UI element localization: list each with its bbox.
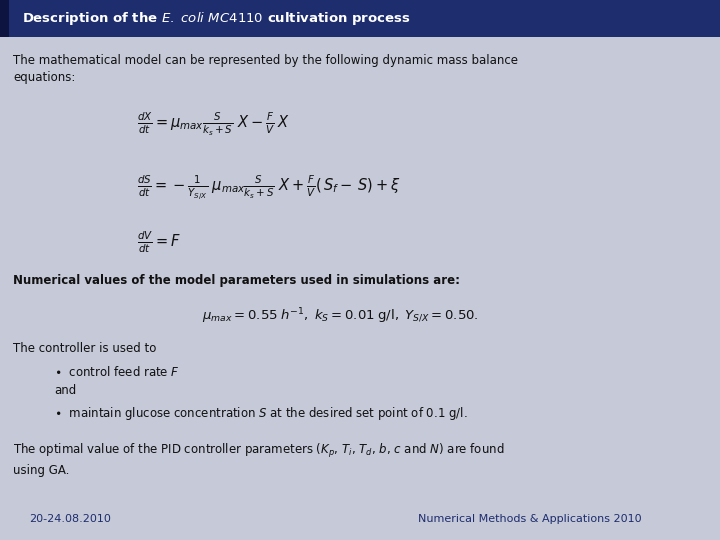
Text: and: and xyxy=(54,384,76,397)
Text: 20-24.08.2010: 20-24.08.2010 xyxy=(29,515,111,524)
Bar xyxy=(9,0,720,37)
Text: The optimal value of the PID controller parameters ($K_p$, $T_i$, $T_d$, $b$, $c: The optimal value of the PID controller … xyxy=(13,442,505,477)
Bar xyxy=(0,0,9,37)
Text: Numerical values of the model parameters used in simulations are:: Numerical values of the model parameters… xyxy=(13,274,460,287)
Text: $\frac{dS}{dt} = -\frac{1}{Y_{S/X}}\;\mu_{max}\frac{S}{k_s+S}\;X+\frac{F}{V}(\,S: $\frac{dS}{dt} = -\frac{1}{Y_{S/X}}\;\mu… xyxy=(137,173,400,201)
Text: $\bullet$  control feed rate $F$: $\bullet$ control feed rate $F$ xyxy=(54,365,180,379)
Text: Description of the $\mathit{E.\ coli}$ $\mathit{MC4110}$ cultivation process: Description of the $\mathit{E.\ coli}$ $… xyxy=(22,10,410,27)
Text: The mathematical model can be represented by the following dynamic mass balance
: The mathematical model can be represente… xyxy=(13,54,518,84)
Text: $\mu_{max} = 0.55\;h^{-1},\;k_S = 0.01\;\mathrm{g/l},\;Y_{S/X} = 0.50.$: $\mu_{max} = 0.55\;h^{-1},\;k_S = 0.01\;… xyxy=(202,307,478,326)
Text: Numerical Methods & Applications 2010: Numerical Methods & Applications 2010 xyxy=(418,515,642,524)
Text: $\frac{dV}{dt} = F$: $\frac{dV}{dt} = F$ xyxy=(137,230,181,255)
Text: $\bullet$  maintain glucose concentration $S$ at the desired set point of 0.1 g/: $\bullet$ maintain glucose concentration… xyxy=(54,405,467,422)
Text: The controller is used to: The controller is used to xyxy=(13,342,156,355)
Text: $\frac{dX}{dt} = \mu_{max}\frac{S}{k_s+S}\;X-\frac{F}{V}\;X$: $\frac{dX}{dt} = \mu_{max}\frac{S}{k_s+S… xyxy=(137,111,290,138)
